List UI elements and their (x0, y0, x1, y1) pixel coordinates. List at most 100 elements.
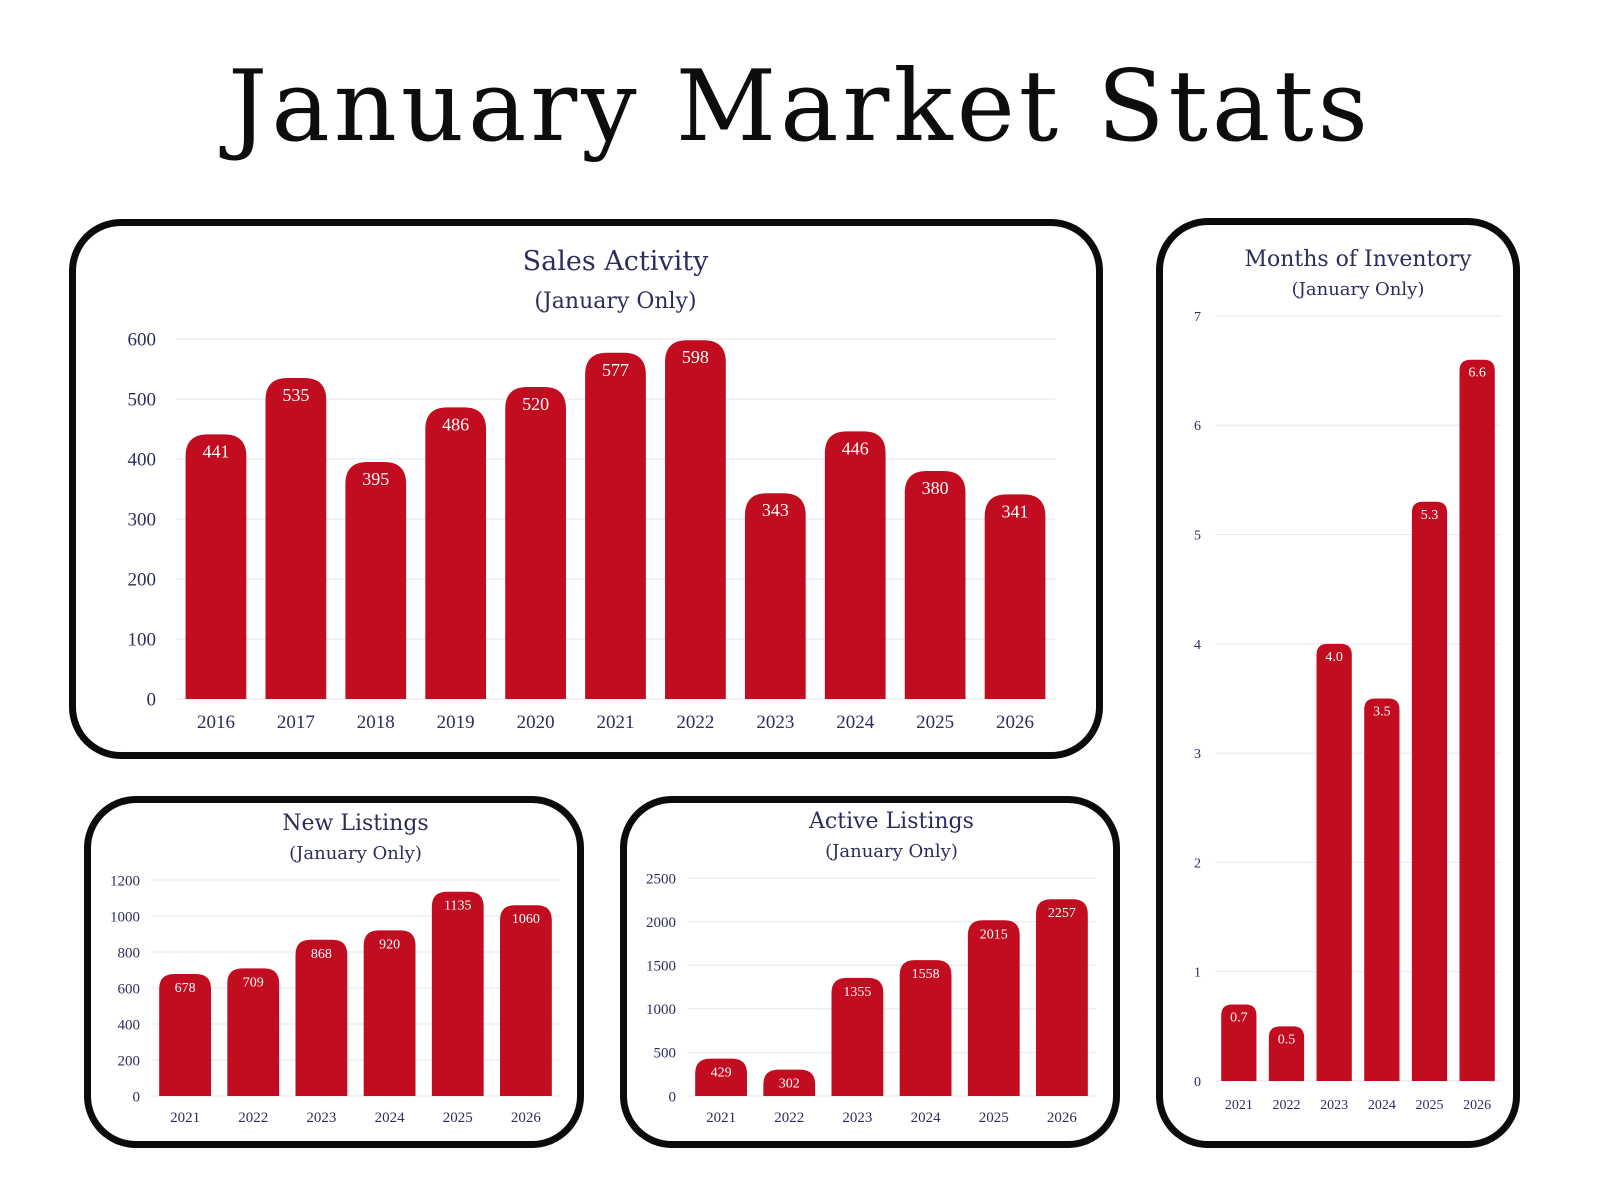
x-tick-label: 2019 (437, 712, 475, 733)
bar-value-label: 2257 (1048, 906, 1076, 921)
new-listings-chart: New Listings (January Only) 0 200 400 600 800 1… (110, 811, 560, 1126)
y-tick-label: 7 (1194, 310, 1201, 325)
bar (824, 431, 886, 699)
y-tick-label: 1000 (110, 909, 140, 925)
bar-value-label: 343 (762, 500, 789, 520)
chart-subtitle: (January Only) (1292, 279, 1425, 300)
y-tick-label: 2500 (646, 871, 676, 887)
y-tick-label: 1200 (110, 873, 140, 889)
x-tick-label: 2026 (1463, 1098, 1491, 1113)
x-tick-label: 2023 (842, 1110, 872, 1126)
y-tick-label: 1000 (646, 1002, 676, 1018)
bar-value-label: 678 (175, 981, 196, 996)
bar-value-label: 0.7 (1230, 1011, 1248, 1026)
chart-title: Months of Inventory (1244, 247, 1472, 272)
bar-value-label: 5.3 (1421, 508, 1439, 523)
bar-value-label: 380 (922, 478, 949, 498)
sales-activity-panel: Sales Activity (January Only) 0 100 200 300 40… (69, 219, 1103, 759)
x-tick-label: 2026 (511, 1110, 541, 1126)
x-tick-label: 2026 (1047, 1110, 1078, 1126)
y-tick-label: 2000 (646, 915, 676, 931)
x-tick-label: 2024 (911, 1110, 942, 1126)
bar-value-label: 341 (1002, 501, 1029, 521)
y-tick-label: 600 (128, 330, 157, 351)
bar-value-label: 1060 (512, 912, 540, 927)
bar-value-label: 395 (362, 469, 389, 489)
bar-value-label: 3.5 (1373, 705, 1391, 720)
x-tick-label: 2022 (774, 1110, 804, 1126)
active-listings-panel: Active Listings (January Only) 0 500 1000 150… (620, 796, 1120, 1148)
bar (500, 905, 552, 1096)
y-tick-label: 3 (1194, 747, 1201, 762)
bar-value-label: 598 (682, 347, 709, 367)
y-tick-label: 6 (1194, 419, 1201, 434)
x-tick-label: 2021 (706, 1110, 736, 1126)
y-tick-label: 400 (128, 450, 157, 471)
bar-value-label: 1355 (843, 985, 871, 1000)
bar-value-label: 6.6 (1468, 366, 1486, 381)
y-tick-label: 300 (128, 510, 157, 531)
y-tick-label: 600 (118, 981, 141, 997)
bar (1221, 1004, 1257, 1081)
bar (1316, 643, 1352, 1081)
y-tick-label: 5 (1194, 528, 1201, 543)
x-tick-label: 2021 (1225, 1098, 1253, 1113)
bar (984, 494, 1046, 699)
y-tick-label: 0 (147, 690, 157, 711)
bar-value-label: 1558 (912, 967, 940, 982)
x-tick-label: 2016 (197, 712, 235, 733)
x-tick-label: 2021 (170, 1110, 200, 1126)
x-tick-label: 2023 (306, 1110, 336, 1126)
bar-value-label: 0.5 (1278, 1032, 1296, 1047)
x-tick-label: 2020 (517, 712, 555, 733)
bar-value-label: 709 (243, 975, 264, 990)
new-listings-panel: New Listings (January Only) 0 200 400 600 800 1… (84, 796, 584, 1148)
bar-value-label: 520 (522, 394, 549, 414)
bar (695, 1058, 747, 1096)
bar (763, 1069, 816, 1096)
x-tick-label: 2024 (1368, 1098, 1396, 1113)
x-tick-label: 2017 (277, 712, 315, 733)
page-title: January Market Stats (228, 50, 1372, 164)
x-tick-label: 2025 (979, 1110, 1009, 1126)
bar (1364, 698, 1400, 1081)
bar-value-label: 2015 (980, 927, 1008, 942)
y-tick-label: 800 (118, 945, 141, 961)
bar-value-label: 577 (602, 360, 629, 380)
x-tick-label: 2025 (916, 712, 954, 733)
y-tick-label: 200 (118, 1053, 141, 1069)
bar (665, 340, 726, 699)
chart-subtitle: (January Only) (534, 289, 696, 314)
x-tick-label: 2025 (443, 1110, 473, 1126)
x-tick-label: 2018 (357, 712, 395, 733)
y-tick-label: 4 (1194, 638, 1201, 653)
y-tick-label: 500 (654, 1046, 677, 1062)
bar (1411, 501, 1448, 1081)
bar (159, 973, 211, 1096)
months-of-inventory-panel: Months of Inventory (January Only) 0 1 2 3 4 5 6… (1156, 218, 1520, 1148)
bar (265, 378, 327, 699)
bar (345, 462, 407, 699)
y-tick-label: 2 (1194, 856, 1201, 871)
bar (744, 493, 806, 699)
y-tick-label: 500 (128, 390, 157, 411)
x-tick-label: 2021 (597, 712, 635, 733)
bar-value-label: 441 (202, 441, 229, 461)
bar (899, 960, 952, 1096)
bar-value-label: 429 (711, 1066, 732, 1081)
bar (1459, 359, 1495, 1081)
y-tick-label: 0 (669, 1089, 677, 1105)
bar (185, 434, 247, 699)
bar (363, 930, 416, 1096)
bar-value-label: 302 (779, 1077, 800, 1092)
x-tick-label: 2025 (1416, 1098, 1444, 1113)
y-tick-label: 0 (133, 1089, 141, 1105)
bar-value-label: 486 (442, 414, 469, 434)
y-tick-label: 1500 (646, 958, 676, 974)
x-tick-label: 2024 (375, 1110, 406, 1126)
x-tick-label: 2023 (756, 712, 794, 733)
x-tick-label: 2022 (676, 712, 714, 733)
bar (831, 977, 884, 1096)
x-tick-label: 2023 (1320, 1098, 1348, 1113)
bar-value-label: 4.0 (1325, 650, 1343, 665)
